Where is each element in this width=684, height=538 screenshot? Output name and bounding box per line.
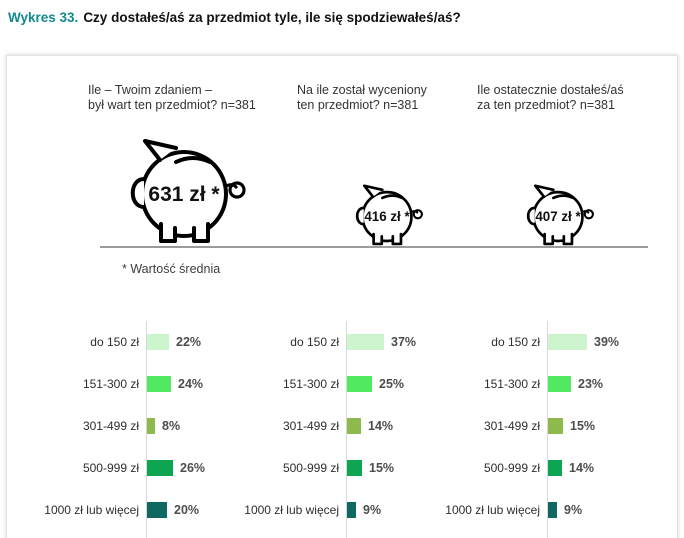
bar-row: 14% [548, 447, 619, 489]
bar [347, 502, 356, 518]
bar-row: 22% [147, 321, 205, 363]
piggy-bank-3: 407 zł * [517, 184, 599, 248]
percent-label: 15% [570, 419, 596, 433]
category-label: do 150 zł [290, 335, 339, 349]
category-label: 1000 zł lub więcej [244, 503, 339, 517]
category-label: 301-499 zł [483, 419, 540, 433]
bar [548, 502, 557, 518]
bar-row: 9% [548, 489, 619, 531]
percent-label: 9% [363, 503, 382, 517]
category-label: 151-300 zł [282, 377, 339, 391]
bar-row: 23% [548, 363, 619, 405]
category-labels: do 150 zł 151-300 zł 301-499 zł 500-999 … [17, 321, 146, 538]
category-label: 301-499 zł [282, 419, 339, 433]
category-label: do 150 zł [491, 335, 540, 349]
bar [347, 460, 362, 476]
bar-row: 9% [347, 489, 416, 531]
pig-value-2: 416 zł * [364, 209, 410, 224]
bar [347, 418, 361, 434]
bar-chart-column-3: do 150 zł 151-300 zł 301-499 zł 500-999 … [418, 321, 619, 538]
bar [548, 418, 563, 434]
percent-label: 25% [379, 377, 405, 391]
bar [347, 334, 384, 350]
percent-label: 8% [162, 419, 181, 433]
category-labels: do 150 zł 151-300 zł 301-499 zł 500-999 … [217, 321, 346, 538]
chart-card [6, 55, 678, 538]
percent-label: 14% [368, 419, 394, 433]
bar [147, 334, 169, 350]
percent-label: 22% [176, 335, 202, 349]
bar-row: 8% [147, 405, 205, 447]
bar-row: 20% [147, 489, 205, 531]
bar [147, 502, 167, 518]
percent-label: 37% [391, 335, 417, 349]
category-label: 1000 zł lub więcej [44, 503, 139, 517]
bars-axis: 37% 25% 14% 15% 9% [346, 321, 416, 538]
bar-row: 26% [147, 447, 205, 489]
category-label: 500-999 zł [483, 461, 540, 475]
category-label: 500-999 zł [82, 461, 139, 475]
bar-row: 39% [548, 321, 619, 363]
category-label: 151-300 zł [82, 377, 139, 391]
bar [147, 418, 155, 434]
piggy-bank-icon: 631 zł * [130, 139, 246, 243]
bar [548, 334, 587, 350]
bar-row: 15% [347, 447, 416, 489]
bar [548, 460, 562, 476]
column-header-3: Ile ostatecznie dostałeś/aś za ten przed… [477, 83, 624, 112]
bar-row: 24% [147, 363, 205, 405]
bar-row: 15% [548, 405, 619, 447]
piggy-bank-1: 631 zł * [113, 138, 255, 248]
bar-row: 14% [347, 405, 416, 447]
bar [548, 376, 571, 392]
bar [147, 376, 171, 392]
percent-label: 23% [578, 377, 604, 391]
bar-chart-column-2: do 150 zł 151-300 zł 301-499 zł 500-999 … [217, 321, 416, 538]
column-header-1: Ile – Twoim zdaniem – był wart ten przed… [88, 83, 256, 112]
pig-value-1: 631 zł * [148, 183, 220, 206]
bars-axis: 22% 24% 8% 26% 20% [146, 321, 205, 538]
percent-label: 26% [180, 461, 206, 475]
percent-label: 9% [564, 503, 583, 517]
percent-label: 39% [594, 335, 620, 349]
category-label: 151-300 zł [483, 377, 540, 391]
percent-label: 15% [369, 461, 395, 475]
bar-chart-column-1: do 150 zł 151-300 zł 301-499 zł 500-999 … [17, 321, 205, 538]
bar [147, 460, 173, 476]
percent-label: 20% [174, 503, 200, 517]
bar [347, 376, 372, 392]
bar-row: 25% [347, 363, 416, 405]
category-label: 301-499 zł [82, 419, 139, 433]
bar-row: 37% [347, 321, 416, 363]
category-label: do 150 zł [90, 335, 139, 349]
chart-title-text: Czy dostałeś/aś za przedmiot tyle, ile s… [83, 10, 461, 25]
piggy-bank-icon: 416 zł * [355, 184, 423, 246]
piggy-bank-2: 416 zł * [346, 184, 428, 248]
chart-number: Wykres 33. [8, 10, 79, 25]
mean-footnote: * Wartość średnia [122, 262, 221, 276]
category-label: 1000 zł lub więcej [445, 503, 540, 517]
category-labels: do 150 zł 151-300 zł 301-499 zł 500-999 … [418, 321, 547, 538]
category-label: 500-999 zł [282, 461, 339, 475]
page-title: Wykres 33. Czy dostałeś/aś za przedmiot t… [8, 10, 461, 25]
ground-line [100, 246, 648, 248]
bars-axis: 39% 23% 15% 14% 9% [547, 321, 619, 538]
percent-label: 24% [178, 377, 204, 391]
pig-value-3: 407 zł * [535, 209, 581, 224]
percent-label: 14% [569, 461, 595, 475]
piggy-bank-icon: 407 zł * [526, 184, 594, 246]
column-header-2: Na ile został wyceniony ten przedmiot? n… [297, 83, 427, 112]
